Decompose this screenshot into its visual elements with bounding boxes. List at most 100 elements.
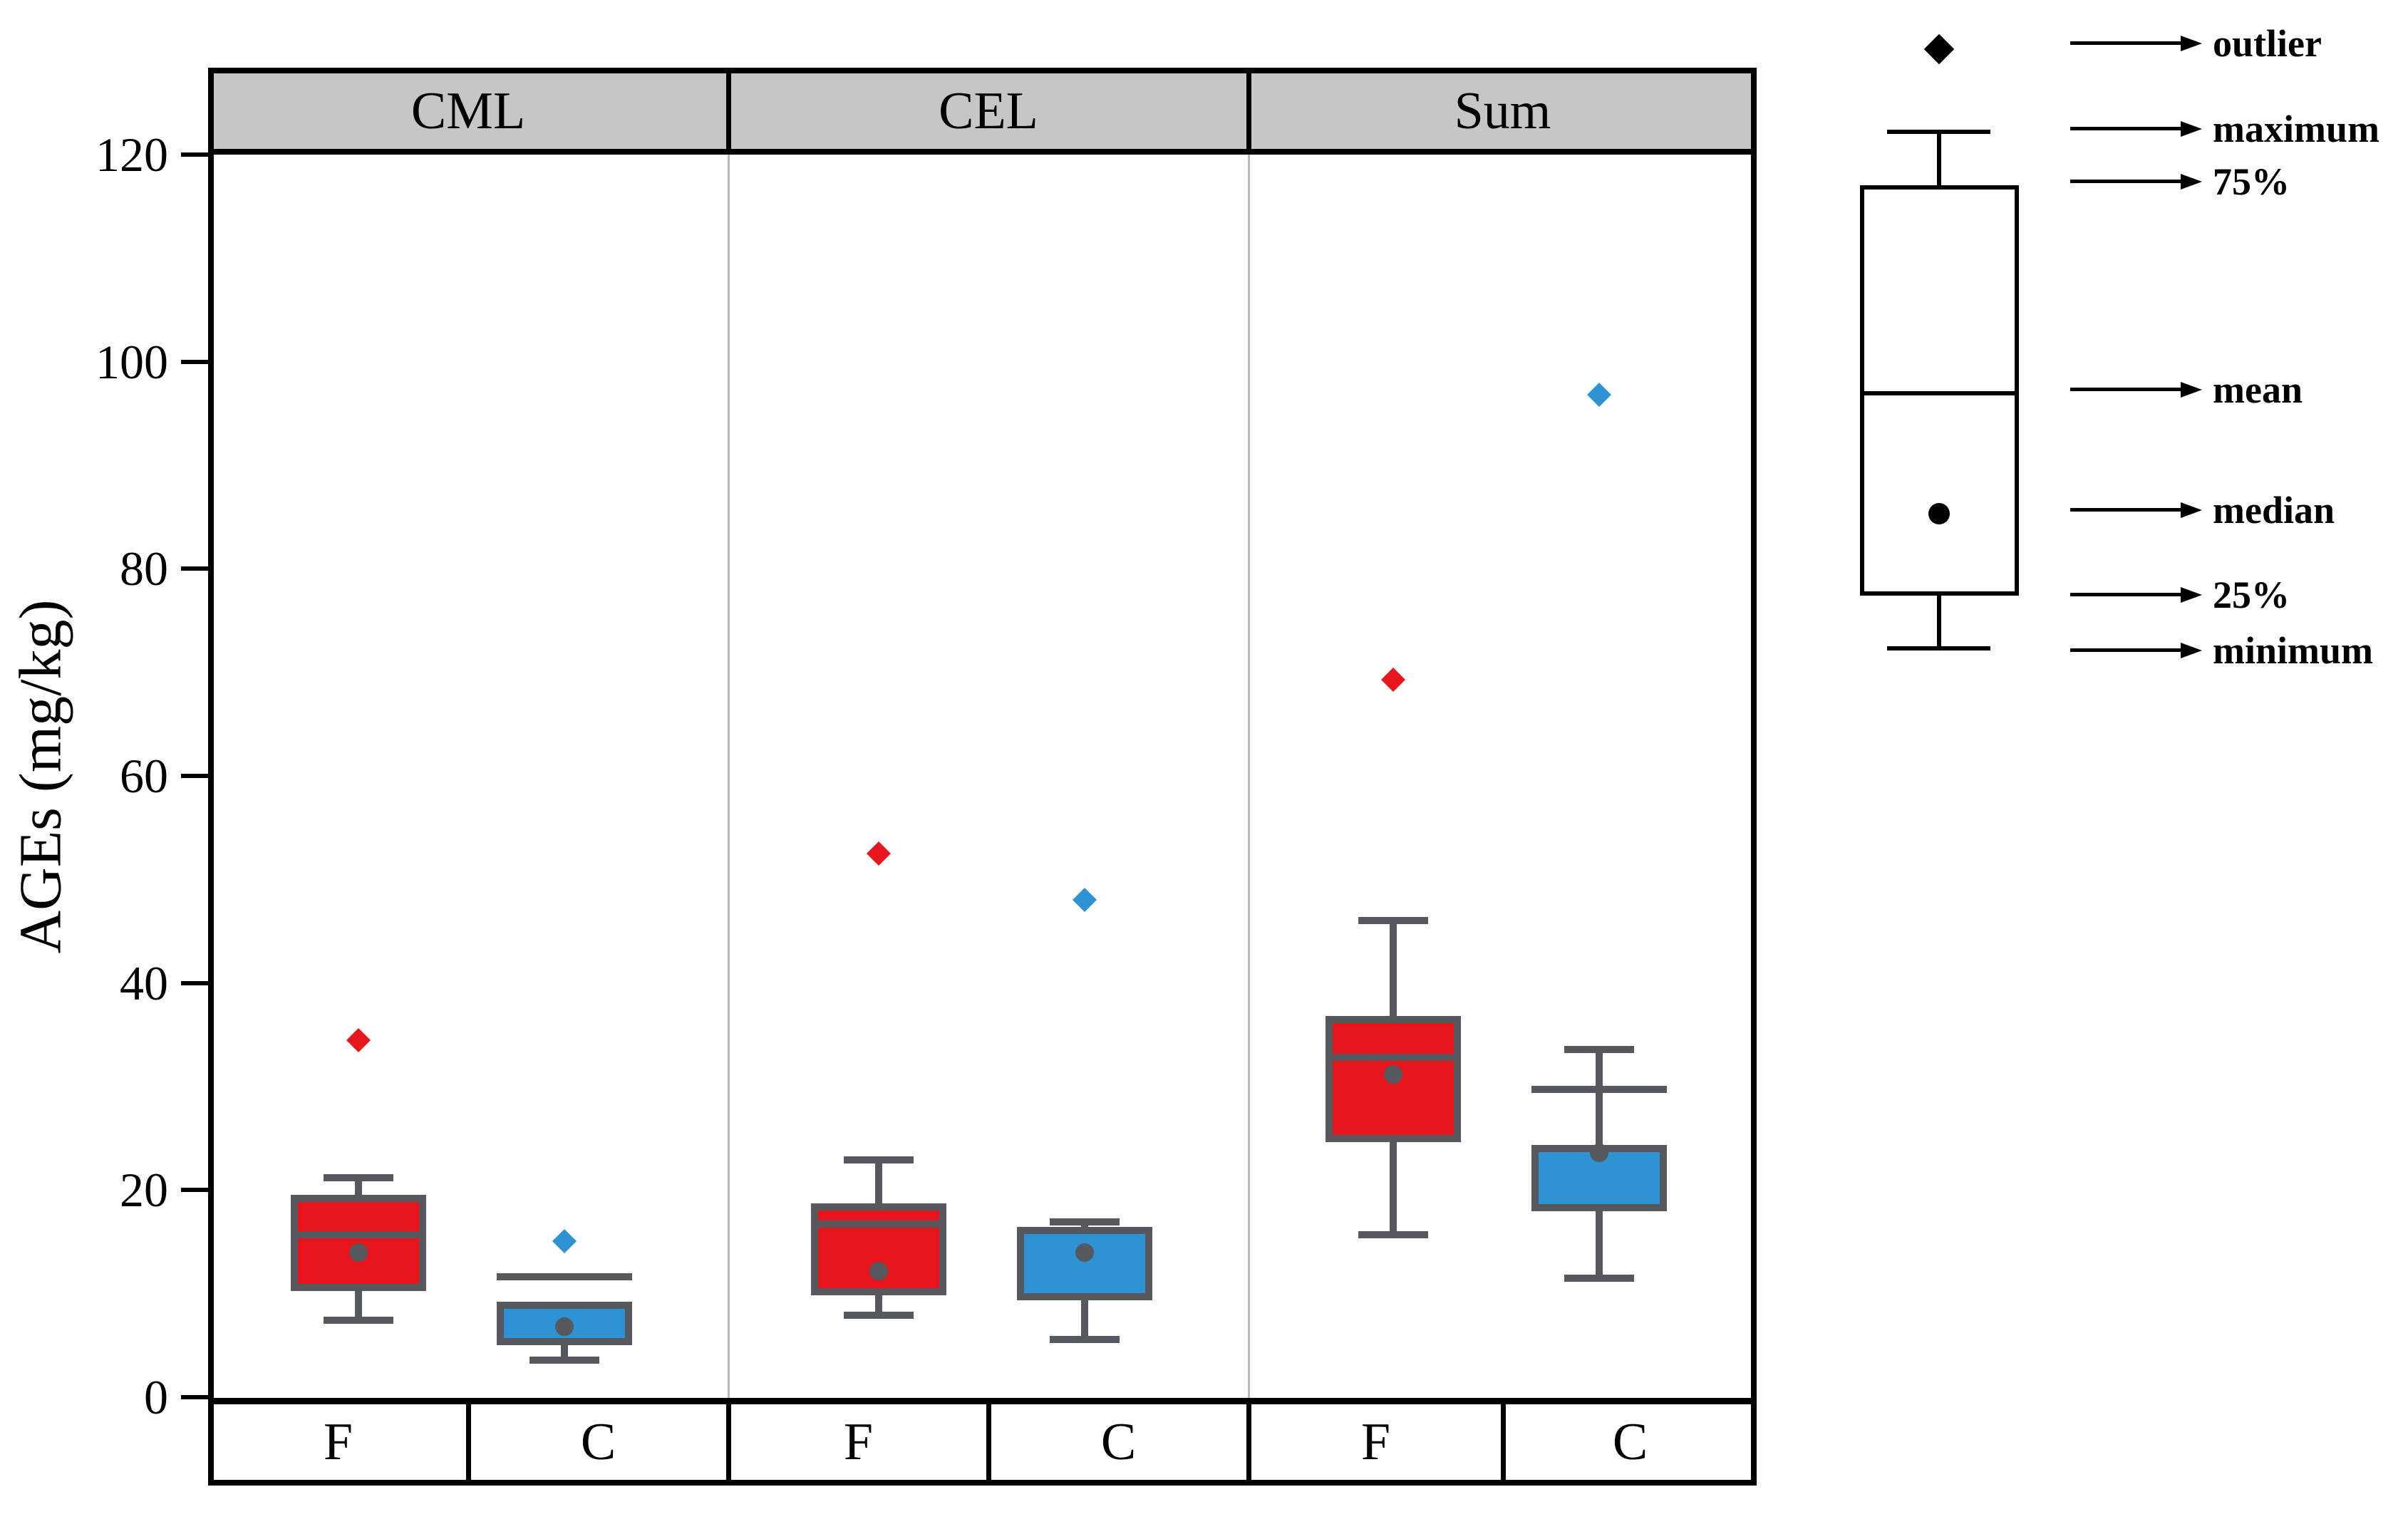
whisker-upper-stem-cel-c [1081, 1222, 1088, 1230]
y-tick-label-100: 100 [95, 335, 168, 389]
legend-arrow-line-minimum [2070, 648, 2181, 652]
outlier-diamond-cel-f [867, 841, 891, 866]
whisker-lower-stem-cel-f [875, 1292, 882, 1315]
header-divider [726, 68, 731, 155]
y-tick-mark [181, 152, 208, 157]
box-cml-f [291, 1195, 426, 1291]
header-bottom-line [208, 149, 1757, 155]
whisker-min-cap-cel-f [844, 1312, 914, 1319]
group-label-cell-cel-c: C [1100, 1412, 1137, 1471]
legend-box [1860, 185, 2019, 596]
whisker-max-cap-cml-f [324, 1174, 393, 1181]
legend-arrow-line-outlier [2070, 41, 2181, 45]
y-tick-label-60: 60 [120, 749, 168, 803]
band-divider [1246, 1398, 1251, 1486]
x-axis-line [208, 1398, 1757, 1404]
legend-label-median: median [2213, 489, 2335, 532]
panel-divider-line [1248, 155, 1250, 1398]
band-divider [1501, 1398, 1506, 1486]
panel-divider-line [728, 155, 730, 1398]
median-dot-cml-f [349, 1243, 368, 1262]
header-divider [1246, 68, 1251, 155]
y-tick-label-0: 0 [144, 1370, 168, 1424]
y-tick-label-20: 20 [120, 1163, 168, 1217]
panel-header-label-cel: CEL [939, 81, 1038, 140]
whisker-lower-stem-cml-c [561, 1342, 568, 1360]
legend-arrow-line-75pct [2070, 180, 2181, 183]
whisker-lower-stem-sum-c [1596, 1208, 1603, 1278]
frame-top [208, 68, 1757, 73]
mean-line-cml-c [497, 1273, 632, 1280]
mean-line-cml-f [291, 1231, 426, 1238]
whisker-upper-stem-sum-c [1596, 1049, 1603, 1149]
legend-median-dot [1928, 503, 1950, 524]
box-cel-f [811, 1203, 946, 1295]
legend-arrow-line-median [2070, 508, 2181, 512]
frame-bottom [208, 1480, 1757, 1486]
legend-arrow-head-outlier [2181, 36, 2202, 51]
whisker-min-cap-cml-f [324, 1317, 393, 1324]
mean-line-cel-f [811, 1220, 946, 1228]
y-tick-mark [181, 981, 208, 985]
whisker-upper-stem-sum-f [1390, 921, 1397, 1019]
outlier-diamond-cel-c [1073, 888, 1097, 912]
whisker-max-cap-cel-f [844, 1156, 914, 1163]
legend-arrow-head-minimum [2181, 643, 2202, 658]
median-dot-sum-c [1590, 1144, 1608, 1162]
group-label-cell-sum-f: F [1360, 1412, 1391, 1471]
legend-label-mean: mean [2213, 368, 2303, 411]
whisker-min-cap-cel-c [1050, 1336, 1120, 1343]
legend-outlier-diamond-icon [1923, 33, 1955, 65]
y-tick-label-40: 40 [120, 956, 168, 1010]
whisker-max-cap-cel-c [1050, 1218, 1120, 1225]
whisker-max-cap-sum-c [1564, 1046, 1634, 1053]
band-divider [986, 1398, 991, 1486]
group-label-cell-cel-f: F [843, 1412, 874, 1471]
whisker-max-cap-sum-f [1358, 917, 1428, 924]
mean-line-sum-f [1326, 1054, 1461, 1061]
whisker-upper-stem-cml-f [355, 1178, 362, 1198]
panel-header-label-sum: Sum [1454, 81, 1551, 140]
legend-upper-stem [1937, 132, 1941, 185]
outlier-diamond-sum-f [1381, 668, 1405, 692]
y-tick-label-80: 80 [120, 541, 168, 596]
panel-header-band [208, 68, 1757, 155]
group-label-cell-cml-c: C [580, 1412, 616, 1471]
y-tick-mark [181, 1188, 208, 1192]
legend-arrow-head-75pct [2181, 174, 2202, 190]
frame-right [1751, 68, 1757, 1486]
legend-arrow-line-maximum [2070, 127, 2181, 130]
box-cel-c [1017, 1227, 1152, 1300]
y-tick-mark [181, 1395, 208, 1399]
median-dot-cml-c [555, 1317, 574, 1336]
outlier-diamond-cml-c [552, 1229, 577, 1253]
legend-label-maximum: maximum [2213, 108, 2379, 150]
legend-arrow-line-mean [2070, 388, 2181, 391]
whisker-lower-stem-cml-f [355, 1287, 362, 1321]
band-divider [726, 1398, 731, 1486]
panel-header-label-cml: CML [410, 81, 526, 140]
band-divider [466, 1398, 471, 1486]
y-tick-mark [181, 566, 208, 571]
legend-label-minimum: minimum [2213, 629, 2374, 672]
whisker-lower-stem-cel-c [1081, 1297, 1088, 1339]
legend-label-outlier: outlier [2213, 22, 2322, 65]
legend-mean-line [1860, 391, 2019, 395]
whisker-min-cap-sum-f [1358, 1231, 1428, 1238]
whisker-min-cap-sum-c [1564, 1275, 1634, 1282]
whisker-upper-stem-cel-f [875, 1160, 882, 1206]
legend-lower-stem [1937, 596, 1941, 648]
median-dot-sum-f [1384, 1065, 1402, 1084]
y-tick-mark [181, 774, 208, 778]
legend-arrow-head-25pct [2181, 587, 2202, 603]
outlier-diamond-cml-f [346, 1028, 371, 1052]
legend-label-25pct: 25% [2213, 574, 2290, 616]
legend-arrow-head-maximum [2181, 121, 2202, 137]
legend-label-75pct: 75% [2213, 160, 2290, 203]
median-dot-cel-f [869, 1262, 888, 1280]
median-dot-cel-c [1075, 1243, 1094, 1262]
frame-left [208, 68, 214, 1486]
whisker-lower-stem-sum-f [1390, 1139, 1397, 1235]
